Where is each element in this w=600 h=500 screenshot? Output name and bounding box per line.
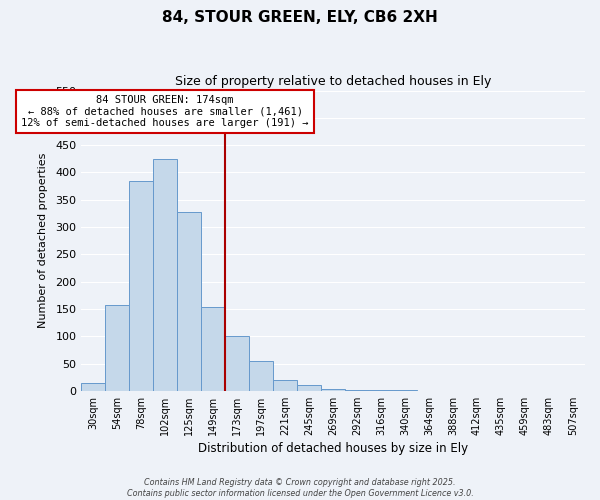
Bar (201, 308, 225, 391)
Bar (105, 305, 129, 391)
Bar (393, 390, 417, 391)
Bar (249, 362, 273, 391)
Title: Size of property relative to detached houses in Ely: Size of property relative to detached ho… (175, 75, 491, 88)
Bar (369, 390, 393, 391)
Bar (177, 212, 201, 391)
Bar (129, 180, 153, 391)
Text: 84 STOUR GREEN: 174sqm
← 88% of detached houses are smaller (1,461)
12% of semi-: 84 STOUR GREEN: 174sqm ← 88% of detached… (22, 95, 309, 128)
Bar (297, 386, 321, 391)
Y-axis label: Number of detached properties: Number of detached properties (38, 153, 49, 328)
Bar (345, 390, 369, 391)
Bar (153, 159, 177, 391)
Bar (81, 382, 105, 391)
Text: 84, STOUR GREEN, ELY, CB6 2XH: 84, STOUR GREEN, ELY, CB6 2XH (162, 10, 438, 25)
Bar (273, 380, 297, 391)
X-axis label: Distribution of detached houses by size in Ely: Distribution of detached houses by size … (198, 442, 468, 455)
Bar (321, 388, 345, 391)
Text: Contains HM Land Registry data © Crown copyright and database right 2025.
Contai: Contains HM Land Registry data © Crown c… (127, 478, 473, 498)
Bar (225, 336, 249, 391)
